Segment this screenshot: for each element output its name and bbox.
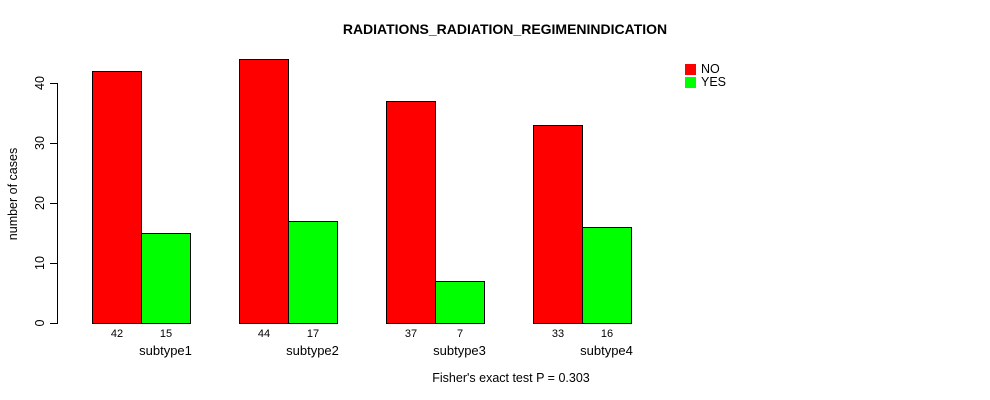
y-tick-mark <box>50 143 57 144</box>
category-label-subtype3: subtype3 <box>433 343 486 358</box>
legend-swatch-yes <box>685 76 696 88</box>
bar-yes-subtype4 <box>582 227 632 324</box>
bar-yes-subtype3 <box>435 281 485 324</box>
bar-no-subtype4 <box>533 125 583 324</box>
bar-count-label: 17 <box>306 328 320 340</box>
legend-label-no: NO <box>701 62 720 76</box>
y-tick-mark <box>50 263 57 264</box>
y-axis-line <box>57 83 58 324</box>
bar-count-label: 37 <box>404 328 418 340</box>
category-label-subtype4: subtype4 <box>580 343 633 358</box>
y-tick-label: 0 <box>33 319 47 327</box>
legend-swatch-no <box>685 64 696 75</box>
bar-no-subtype3 <box>386 101 436 324</box>
y-tick-label: 10 <box>33 256 47 270</box>
footnote-fisher-test: Fisher's exact test P = 0.303 <box>432 371 590 385</box>
legend-label-yes: YES <box>701 74 727 89</box>
bar-no-subtype2 <box>239 59 289 324</box>
bar-count-label: 15 <box>159 328 173 340</box>
y-tick-mark <box>50 83 57 84</box>
y-tick-mark <box>50 203 57 204</box>
bar-yes-subtype1 <box>141 233 191 324</box>
category-label-subtype2: subtype2 <box>286 343 339 358</box>
bar-count-label: 42 <box>110 328 124 340</box>
y-tick-label: 20 <box>33 196 47 210</box>
bar-count-label: 7 <box>456 328 464 340</box>
bar-count-label: 44 <box>257 328 271 340</box>
bar-no-subtype1 <box>92 71 142 324</box>
y-tick-label: 30 <box>33 136 47 150</box>
y-axis-label: number of cases <box>6 147 20 241</box>
category-label-subtype1: subtype1 <box>139 343 192 358</box>
bar-count-label: 33 <box>551 328 565 340</box>
chart-title: RADIATIONS_RADIATION_REGIMENINDICATION <box>342 21 668 37</box>
y-tick-mark <box>50 323 57 324</box>
bar-yes-subtype2 <box>288 221 338 324</box>
y-tick-label: 40 <box>33 76 47 90</box>
bar-count-label: 16 <box>600 328 614 340</box>
